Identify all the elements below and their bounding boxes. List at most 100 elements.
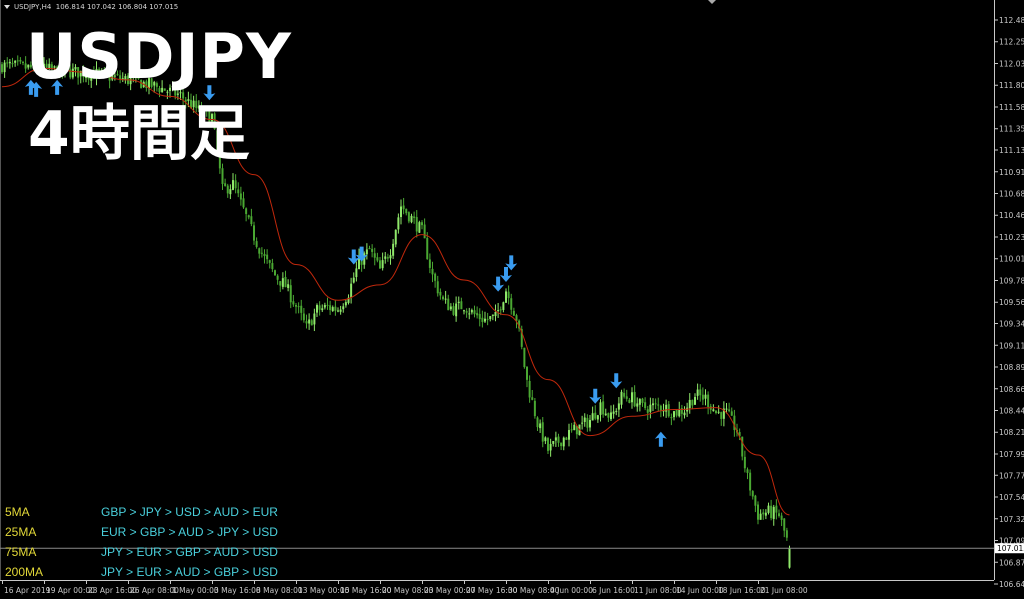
candle-body: [680, 408, 683, 414]
candle-body: [439, 291, 442, 296]
candle-body: [573, 424, 576, 431]
price-tick-label: 112.255: [999, 38, 1024, 47]
candle-body: [85, 76, 87, 78]
candle-body: [447, 298, 450, 311]
candle-body: [350, 283, 353, 298]
candle-body: [287, 284, 290, 288]
candle-body: [358, 256, 360, 270]
chart-header: USDJPY,H4 106.814 107.042 106.804 107.01…: [4, 3, 178, 11]
candle-body: [242, 198, 245, 208]
candle-body: [725, 408, 728, 410]
candle-body: [381, 260, 384, 269]
candle-body: [316, 305, 318, 313]
candle-body: [229, 189, 232, 195]
candle-body: [728, 409, 731, 412]
candle-body: [289, 285, 292, 303]
candle-body: [783, 518, 786, 531]
candle-body: [384, 256, 387, 259]
candle-body: [552, 441, 555, 444]
candle-body: [751, 491, 754, 497]
candle-body: [69, 69, 72, 78]
candle-body: [544, 437, 547, 442]
candle-body: [515, 315, 518, 321]
legend-ranking: GBP > JPY > USD > AUD > EUR: [101, 505, 278, 519]
sell-arrow-icon: [589, 388, 602, 404]
candle-body: [717, 411, 720, 413]
chart-shift-marker-icon[interactable]: [708, 0, 716, 4]
candle-body: [203, 108, 206, 114]
candle-body: [40, 69, 43, 72]
candle-body: [137, 74, 140, 79]
candle-body: [274, 270, 276, 276]
candle-body: [623, 392, 626, 397]
time-tick-label: 8 May 08:00: [256, 586, 303, 595]
candle-body: [169, 87, 171, 91]
candle-body: [762, 512, 765, 515]
candle-body: [531, 397, 534, 400]
price-tick-label: 110.910: [999, 168, 1024, 177]
candle-body: [633, 391, 636, 407]
candle-body: [526, 366, 528, 380]
candle-body: [245, 208, 248, 214]
time-tick-label: 20 May 08:00: [382, 586, 434, 595]
time-tick-label: 6 Jun 16:00: [592, 586, 635, 595]
candle-body: [153, 82, 156, 86]
candle-body: [436, 281, 439, 294]
candle-body: [413, 216, 416, 219]
price-tick-label: 112.030: [999, 59, 1024, 68]
candle-body: [300, 305, 303, 313]
legend-label: 25MA: [5, 525, 37, 539]
candle-body: [615, 410, 618, 412]
price-tick-label: 106.870: [999, 558, 1024, 567]
candle-body: [502, 302, 505, 310]
time-tick-label: 14 Jun 00:00: [676, 586, 724, 595]
collapse-triangle-icon[interactable]: [4, 5, 10, 9]
time-tick-label: 11 Jun 08:00: [634, 586, 682, 595]
candle-body: [749, 472, 752, 491]
buy-arrow-icon: [24, 79, 37, 95]
candle-body: [90, 73, 93, 81]
candle-body: [386, 257, 389, 259]
candle-body: [523, 347, 526, 368]
candle-body: [116, 74, 119, 76]
candle-body: [788, 548, 791, 568]
candle-body: [247, 215, 250, 218]
candle-body: [586, 417, 589, 428]
candle-body: [347, 297, 350, 303]
candle-body: [599, 402, 602, 415]
time-tick-label: 3 May 16:00: [214, 586, 261, 595]
candle-body: [71, 68, 74, 78]
candle-body: [767, 505, 770, 513]
price-tick-label: 110.010: [999, 255, 1024, 264]
candle-body: [628, 399, 631, 403]
time-tick-label: 13 May 00:00: [298, 586, 350, 595]
candle-body: [539, 423, 542, 429]
price-tick-label: 106.645: [999, 580, 1024, 589]
candle-body: [155, 83, 158, 87]
candle-body: [610, 412, 612, 420]
candle-body: [103, 69, 106, 71]
candle-body: [295, 305, 297, 307]
candle-body: [780, 515, 783, 520]
candle-body: [649, 404, 652, 412]
candle-body: [460, 301, 463, 310]
time-tick-label: 21 Jun 08:00: [760, 586, 808, 595]
candle-body: [302, 313, 305, 321]
price-tick-label: 109.115: [999, 341, 1024, 350]
candle-body: [166, 91, 169, 93]
candle-body: [712, 409, 715, 412]
candle-body: [176, 93, 179, 95]
candle-body: [342, 306, 345, 310]
price-tick-label: 112.480: [999, 16, 1024, 25]
candle-body: [224, 183, 227, 186]
candle-body: [468, 313, 471, 315]
candle-body: [187, 99, 190, 101]
candle-body: [497, 310, 500, 312]
candle-body: [331, 307, 334, 312]
candle-body: [158, 88, 161, 93]
time-tick-label: 18 Jun 16:00: [718, 586, 766, 595]
candle-body: [216, 130, 219, 152]
symbol-label: USDJPY,H4: [14, 3, 52, 11]
price-tick-label: 107.320: [999, 515, 1024, 524]
